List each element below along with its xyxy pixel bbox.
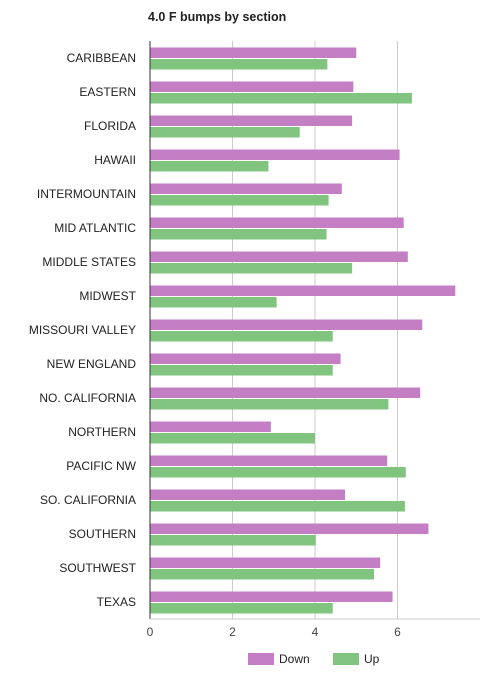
bars [150,47,456,614]
bar-down-9[interactable] [150,353,341,365]
category-label: SOUTHWEST [59,561,136,575]
category-label: MIDDLE STATES [42,255,136,269]
legend-item-down[interactable]: Down [248,652,310,666]
bar-up-1[interactable] [150,93,412,104]
bar-down-2[interactable] [150,115,353,127]
bar-up-7[interactable] [150,297,277,308]
tick-labels: 0 2 4 6 [147,625,402,639]
category-label: SO. CALIFORNIA [40,493,136,507]
category-label: CARIBBEAN [67,51,136,65]
bar-down-11[interactable] [150,421,271,433]
bar-up-16[interactable] [150,603,333,614]
category-labels: CARIBBEAN EASTERN FLORIDA HAWAII INTERMOUNTA… [29,51,137,609]
category-label: MID ATLANTIC [54,221,136,235]
bar-down-4[interactable] [150,183,342,195]
bar-up-11[interactable] [150,433,315,444]
bar-down-8[interactable] [150,319,423,331]
category-label: PACIFIC NW [66,459,136,473]
bar-up-4[interactable] [150,195,329,206]
bar-down-14[interactable] [150,523,429,535]
bar-down-6[interactable] [150,251,408,263]
bar-down-10[interactable] [150,387,421,399]
category-label: HAWAII [94,153,136,167]
chart-title: 4.0 F bumps by section [148,10,287,24]
category-label: NO. CALIFORNIA [39,391,136,405]
category-label: MISSOURI VALLEY [29,323,136,337]
bar-up-9[interactable] [150,365,333,376]
bar-down-15[interactable] [150,557,381,569]
legend-swatch [248,653,274,665]
category-label: EASTERN [79,85,136,99]
bar-down-12[interactable] [150,455,388,467]
category-label: NORTHERN [68,425,136,439]
category-label: SOUTHERN [69,527,136,541]
legend-label: Up [364,652,380,666]
category-label: FLORIDA [84,119,136,133]
bar-down-0[interactable] [150,47,357,59]
bar-down-3[interactable] [150,149,400,161]
x-tick-label: 4 [312,625,319,639]
bar-up-14[interactable] [150,535,316,546]
legend-label: Down [279,652,310,666]
bar-down-1[interactable] [150,81,354,93]
bar-up-5[interactable] [150,229,327,240]
bar-up-13[interactable] [150,501,405,512]
bar-down-7[interactable] [150,285,456,297]
axes [149,41,480,620]
bar-up-8[interactable] [150,331,333,342]
bar-down-16[interactable] [150,591,393,603]
x-tick-label: 6 [394,625,401,639]
legend-swatch [333,653,359,665]
bar-up-2[interactable] [150,127,300,138]
legend-item-up[interactable]: Up [333,652,380,666]
bar-up-10[interactable] [150,399,389,410]
bar-up-0[interactable] [150,59,328,70]
bar-down-5[interactable] [150,217,404,229]
bar-up-15[interactable] [150,569,374,580]
bar-up-3[interactable] [150,161,269,172]
x-tick-label: 2 [229,625,236,639]
category-label: NEW ENGLAND [47,357,137,371]
legend[interactable]: Down Up [248,652,380,666]
bar-up-12[interactable] [150,467,406,478]
category-label: INTERMOUNTAIN [37,187,136,201]
bar-down-13[interactable] [150,489,346,501]
category-label: MIDWEST [79,289,136,303]
x-tick-label: 0 [147,625,154,639]
bar-up-6[interactable] [150,263,353,274]
category-label: TEXAS [97,595,136,609]
